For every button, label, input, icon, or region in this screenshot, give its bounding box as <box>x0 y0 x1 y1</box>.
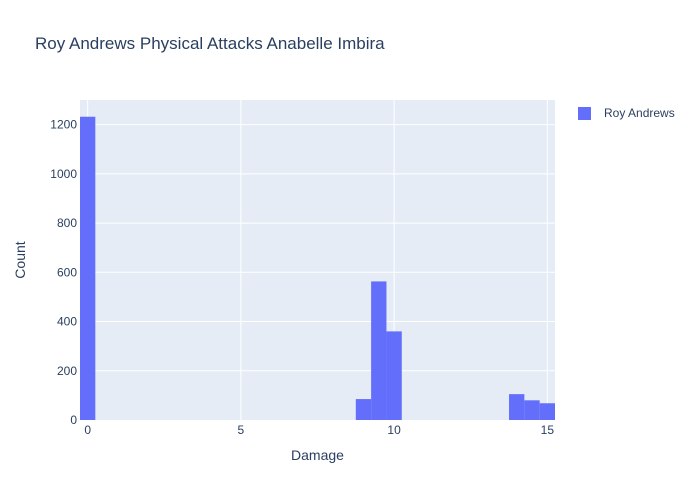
x-tick-label: 5 <box>238 423 245 437</box>
histogram-bar[interactable] <box>539 403 555 420</box>
histogram-bar[interactable] <box>524 400 540 420</box>
tick-labels: 0 200 400 600 800 1000 1200 0 5 10 15 <box>50 118 554 437</box>
y-axis-title: Count <box>12 241 28 278</box>
histogram-bar[interactable] <box>371 281 387 420</box>
plot-background <box>80 100 555 420</box>
histogram-bar[interactable] <box>509 394 525 420</box>
legend-item[interactable]: Roy Andrews <box>578 106 675 120</box>
chart-title: Roy Andrews Physical Attacks Anabelle Im… <box>35 34 385 53</box>
y-tick-label: 800 <box>57 216 77 230</box>
y-tick-label: 1000 <box>50 167 77 181</box>
x-tick-label: 0 <box>84 423 91 437</box>
legend-label: Roy Andrews <box>604 106 675 120</box>
x-tick-label: 15 <box>541 423 555 437</box>
y-tick-label: 400 <box>57 315 77 329</box>
legend-swatch <box>578 106 591 120</box>
histogram-bar[interactable] <box>355 399 372 420</box>
y-tick-label: 200 <box>57 364 77 378</box>
histogram-bar[interactable] <box>386 331 402 420</box>
y-tick-label: 600 <box>57 265 77 279</box>
y-tick-label: 0 <box>70 413 77 427</box>
x-axis-title: Damage <box>291 447 344 463</box>
y-tick-label: 1200 <box>50 118 77 132</box>
grid-lines <box>80 100 555 420</box>
x-tick-label: 10 <box>387 423 401 437</box>
bars <box>80 116 555 420</box>
histogram-bar[interactable] <box>80 116 96 420</box>
